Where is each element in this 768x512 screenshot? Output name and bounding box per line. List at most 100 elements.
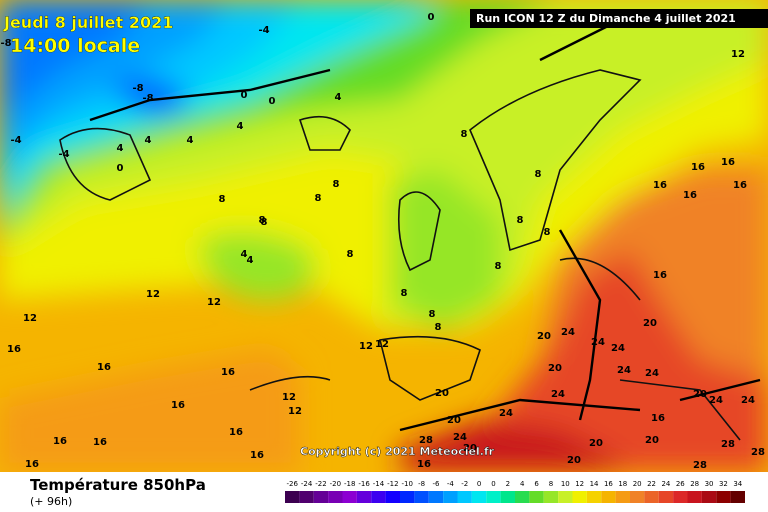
legend-swatch: [615, 491, 630, 503]
contour-label: 24: [591, 337, 605, 348]
contour-label: 8: [517, 215, 524, 226]
legend-swatch: [299, 491, 314, 503]
footer-title: Température 850hPa: [30, 476, 206, 494]
legend-label: 0: [491, 480, 495, 488]
contour-label: 0: [117, 163, 124, 174]
legend-label: 8: [549, 480, 553, 488]
contour-label: 24: [617, 365, 631, 376]
contour-label: 12: [288, 406, 302, 417]
contour-label: 16: [25, 459, 39, 470]
legend-label: 4: [520, 480, 525, 488]
contour-label: 0: [241, 90, 248, 101]
legend-swatch: [313, 491, 329, 503]
legend-swatch: [428, 491, 444, 503]
contour-label: 20: [435, 388, 449, 399]
contour-label: 8: [219, 194, 226, 205]
legend-label: -22: [315, 480, 326, 488]
temperature-field: [0, 0, 768, 472]
legend-label: 16: [604, 480, 613, 488]
contour-label: 8: [315, 193, 322, 204]
contour-label: 24: [561, 327, 575, 338]
legend-label: 6: [534, 480, 539, 488]
contour-label: 4: [117, 143, 124, 154]
contour-label: 4: [335, 92, 342, 103]
contour-label: 4: [145, 135, 152, 146]
legend-swatch: [471, 491, 487, 503]
contour-label: 24: [709, 395, 723, 406]
contour-label: 8: [259, 215, 266, 226]
legend-swatch: [601, 491, 616, 503]
legend-label: -20: [330, 480, 341, 488]
legend-label: 14: [590, 480, 599, 488]
contour-label: -4: [58, 149, 69, 160]
legend-label: 30: [705, 480, 714, 488]
legend-swatch: [644, 491, 659, 503]
run-banner: [470, 9, 768, 28]
valid-time: 14:00 locale: [10, 35, 140, 57]
legend-label: -8: [418, 480, 425, 488]
legend-label: -24: [301, 480, 313, 488]
contour-label: 24: [453, 432, 467, 443]
legend-label: -10: [401, 480, 412, 488]
contour-label: 8: [429, 309, 436, 320]
contour-label: 8: [495, 261, 502, 272]
legend-swatch: [673, 491, 688, 503]
contour-label: 16: [171, 400, 185, 411]
legend-label: 12: [575, 480, 584, 488]
contour-label: -8: [0, 38, 11, 49]
legend-label: 24: [661, 480, 670, 488]
legend-swatch: [515, 491, 530, 503]
legend-swatch: [443, 491, 458, 503]
contour-label: 8: [261, 217, 268, 228]
contour-label: 20: [548, 363, 562, 374]
contour-label: -8: [132, 83, 143, 94]
legend-label: -16: [358, 480, 370, 488]
contour-label: 8: [535, 169, 542, 180]
legend-swatch: [572, 491, 587, 503]
legend-label: -18: [344, 480, 355, 488]
legend-swatch: [730, 491, 745, 503]
contour-label: 8: [401, 288, 408, 299]
contour-label: 0: [428, 12, 435, 23]
legend-swatch: [356, 491, 372, 503]
contour-label: 24: [551, 389, 565, 400]
legend-swatch: [687, 491, 702, 503]
legend-label: 32: [719, 480, 728, 488]
legend-swatch: [500, 491, 515, 503]
contour-label: 4: [241, 249, 248, 260]
contour-label: 4: [237, 121, 244, 132]
contour-label: 16: [691, 162, 705, 173]
legend-label: 22: [647, 480, 656, 488]
footer-lead: (+ 96h): [30, 495, 72, 508]
contour-label: 16: [651, 413, 665, 424]
legend-swatch: [701, 491, 717, 503]
contour-label: 28: [419, 435, 433, 446]
legend-swatch: [371, 491, 386, 503]
legend-swatch: [285, 491, 300, 503]
contour-label: 4: [247, 255, 254, 266]
contour-label: 16: [7, 344, 21, 355]
contour-label: 20: [693, 389, 707, 400]
contour-label: 16: [93, 437, 107, 448]
contour-label: 8: [347, 249, 354, 260]
legend-swatch: [529, 491, 544, 503]
legend-swatch: [486, 491, 501, 503]
contour-label: -4: [10, 135, 21, 146]
contour-label: 8: [333, 179, 340, 190]
contour-label: 16: [683, 190, 697, 201]
legend-label: 26: [676, 480, 685, 488]
legend-label: 10: [561, 480, 570, 488]
contour-label: 16: [221, 367, 235, 378]
legend-swatch: [558, 491, 573, 503]
legend-swatch: [385, 491, 400, 503]
contour-label: 20: [567, 455, 581, 466]
legend-swatch: [658, 491, 674, 503]
valid-date: Jeudi 8 juillet 2021: [3, 13, 173, 32]
legend-swatch: [342, 491, 357, 503]
legend-swatch: [414, 491, 429, 503]
legend-swatch: [543, 491, 559, 503]
contour-label: 8: [435, 322, 442, 333]
contour-label: 16: [653, 180, 667, 191]
legend-label: 18: [618, 480, 627, 488]
